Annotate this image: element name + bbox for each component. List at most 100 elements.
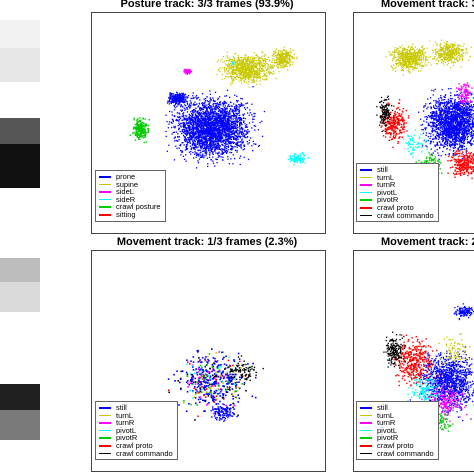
legend-entry: still — [360, 166, 434, 174]
legend-label: pivotL — [116, 425, 137, 435]
panel-title: Movement track: 2. — [381, 236, 474, 248]
legend-entry: crawl commando — [99, 448, 173, 458]
matrix-cell — [0, 118, 40, 144]
legend-label: pivotR — [116, 433, 138, 443]
legend-swatch — [360, 199, 372, 201]
legend: prone supine sideL sideR crawl posture sittin… — [95, 170, 166, 222]
legend-entry: pivotL — [360, 427, 434, 435]
legend-entry: crawl proto — [99, 442, 173, 450]
legend-entry: sideL — [99, 188, 161, 196]
tsne-plot-movement-2: still turnL turnR pivotL pivotR crawl proto cr… — [353, 250, 474, 472]
legend-swatch — [360, 191, 372, 194]
legend-label: turnR — [377, 180, 396, 190]
legend-label: crawl commando — [377, 210, 434, 220]
legend-label: sideL — [116, 187, 134, 197]
legend-swatch — [360, 407, 372, 409]
legend-entry: pivotR — [360, 196, 434, 204]
matrix-cell — [0, 384, 40, 410]
legend-label: prone — [116, 172, 136, 181]
legend-entry: sitting — [99, 211, 161, 219]
legend-swatch — [99, 422, 111, 424]
scatter-points — [129, 46, 310, 169]
legend: still turnL turnR pivotL pivotR crawl proto cr… — [356, 163, 439, 223]
matrix-cell — [0, 410, 40, 440]
legend-label: pivotR — [377, 195, 399, 205]
legend-swatch — [360, 422, 372, 424]
legend-swatch — [360, 176, 372, 179]
legend-label: pivotL — [377, 425, 398, 435]
legend-entry: crawl proto — [360, 442, 434, 450]
legend: still turnL turnR pivotL pivotR crawl proto cr… — [95, 401, 178, 461]
legend-swatch — [99, 452, 111, 455]
legend-entry: turnL — [360, 172, 434, 182]
legend-swatch — [360, 214, 372, 217]
legend-entry: sideR — [99, 196, 161, 204]
legend-label: turnL — [377, 172, 395, 182]
legend-label: supine — [116, 179, 139, 189]
matrix-cell — [0, 258, 40, 282]
legend-swatch — [360, 445, 372, 447]
tsne-plot-posture: prone supine sideL sideR crawl posture sittin… — [91, 12, 326, 234]
tsne-plot-movement-3: still turnL turnR pivotL pivotR crawl proto cr… — [353, 12, 474, 234]
legend-label: sitting — [116, 209, 136, 219]
legend-swatch — [99, 191, 111, 193]
legend-swatch — [99, 198, 111, 201]
legend-entry: pivotL — [99, 427, 173, 435]
legend-swatch — [99, 437, 111, 439]
legend-entry: pivotR — [99, 434, 173, 442]
legend-swatch — [99, 414, 111, 417]
legend-swatch — [360, 452, 372, 455]
legend-label: turnR — [377, 418, 396, 428]
legend-entry: turnR — [99, 419, 173, 427]
legend-label: still — [116, 403, 127, 412]
legend-label: pivotL — [377, 187, 398, 197]
matrix-cell — [0, 282, 40, 312]
legend-swatch — [99, 183, 111, 186]
legend-entry: pivotL — [360, 189, 434, 197]
legend-swatch — [99, 176, 111, 178]
legend-swatch — [99, 429, 111, 432]
legend-label: turnL — [377, 410, 395, 420]
legend-label: still — [377, 403, 388, 412]
legend-entry: turnR — [360, 181, 434, 189]
legend-label: pivotR — [377, 433, 399, 443]
legend-entry: turnR — [360, 419, 434, 427]
legend-entry: prone — [99, 173, 161, 181]
legend: still turnL turnR pivotL pivotR crawl proto cr… — [356, 401, 439, 461]
legend-entry: turnL — [99, 410, 173, 420]
matrix-cell — [0, 144, 40, 188]
legend-label: crawl commando — [377, 448, 434, 458]
legend-label: still — [377, 165, 388, 174]
legend-swatch — [360, 184, 372, 186]
legend-label: crawl proto — [377, 440, 414, 450]
legend-label: turnL — [116, 410, 134, 420]
legend-entry: crawl posture — [99, 203, 161, 211]
legend-swatch — [360, 169, 372, 171]
legend-label: crawl commando — [116, 448, 173, 458]
legend-label: sideR — [116, 194, 136, 204]
tsne-plot-movement-1: still turnL turnR pivotL pivotR crawl proto cr… — [91, 250, 326, 472]
confusion-matrix-fragment — [0, 0, 40, 474]
legend-swatch — [360, 429, 372, 432]
legend-entry: crawl commando — [360, 448, 434, 458]
legend-swatch — [99, 214, 111, 216]
panel-title: Movement track: 3 — [381, 0, 474, 10]
legend-swatch — [99, 206, 111, 208]
legend-entry: crawl commando — [360, 210, 434, 220]
legend-swatch — [360, 414, 372, 417]
legend-label: crawl posture — [116, 202, 161, 212]
legend-entry: supine — [99, 179, 161, 189]
legend-entry: still — [99, 404, 173, 412]
legend-swatch — [360, 437, 372, 439]
legend-entry: crawl proto — [360, 204, 434, 212]
legend-swatch — [99, 445, 111, 447]
scatter-points — [376, 39, 474, 179]
legend-entry: still — [360, 404, 434, 412]
legend-entry: pivotR — [360, 434, 434, 442]
legend-swatch — [360, 207, 372, 209]
matrix-cell — [0, 48, 40, 82]
scatter-points — [167, 348, 264, 422]
legend-swatch — [99, 407, 111, 409]
legend-label: crawl proto — [377, 202, 414, 212]
matrix-cell — [0, 20, 40, 48]
